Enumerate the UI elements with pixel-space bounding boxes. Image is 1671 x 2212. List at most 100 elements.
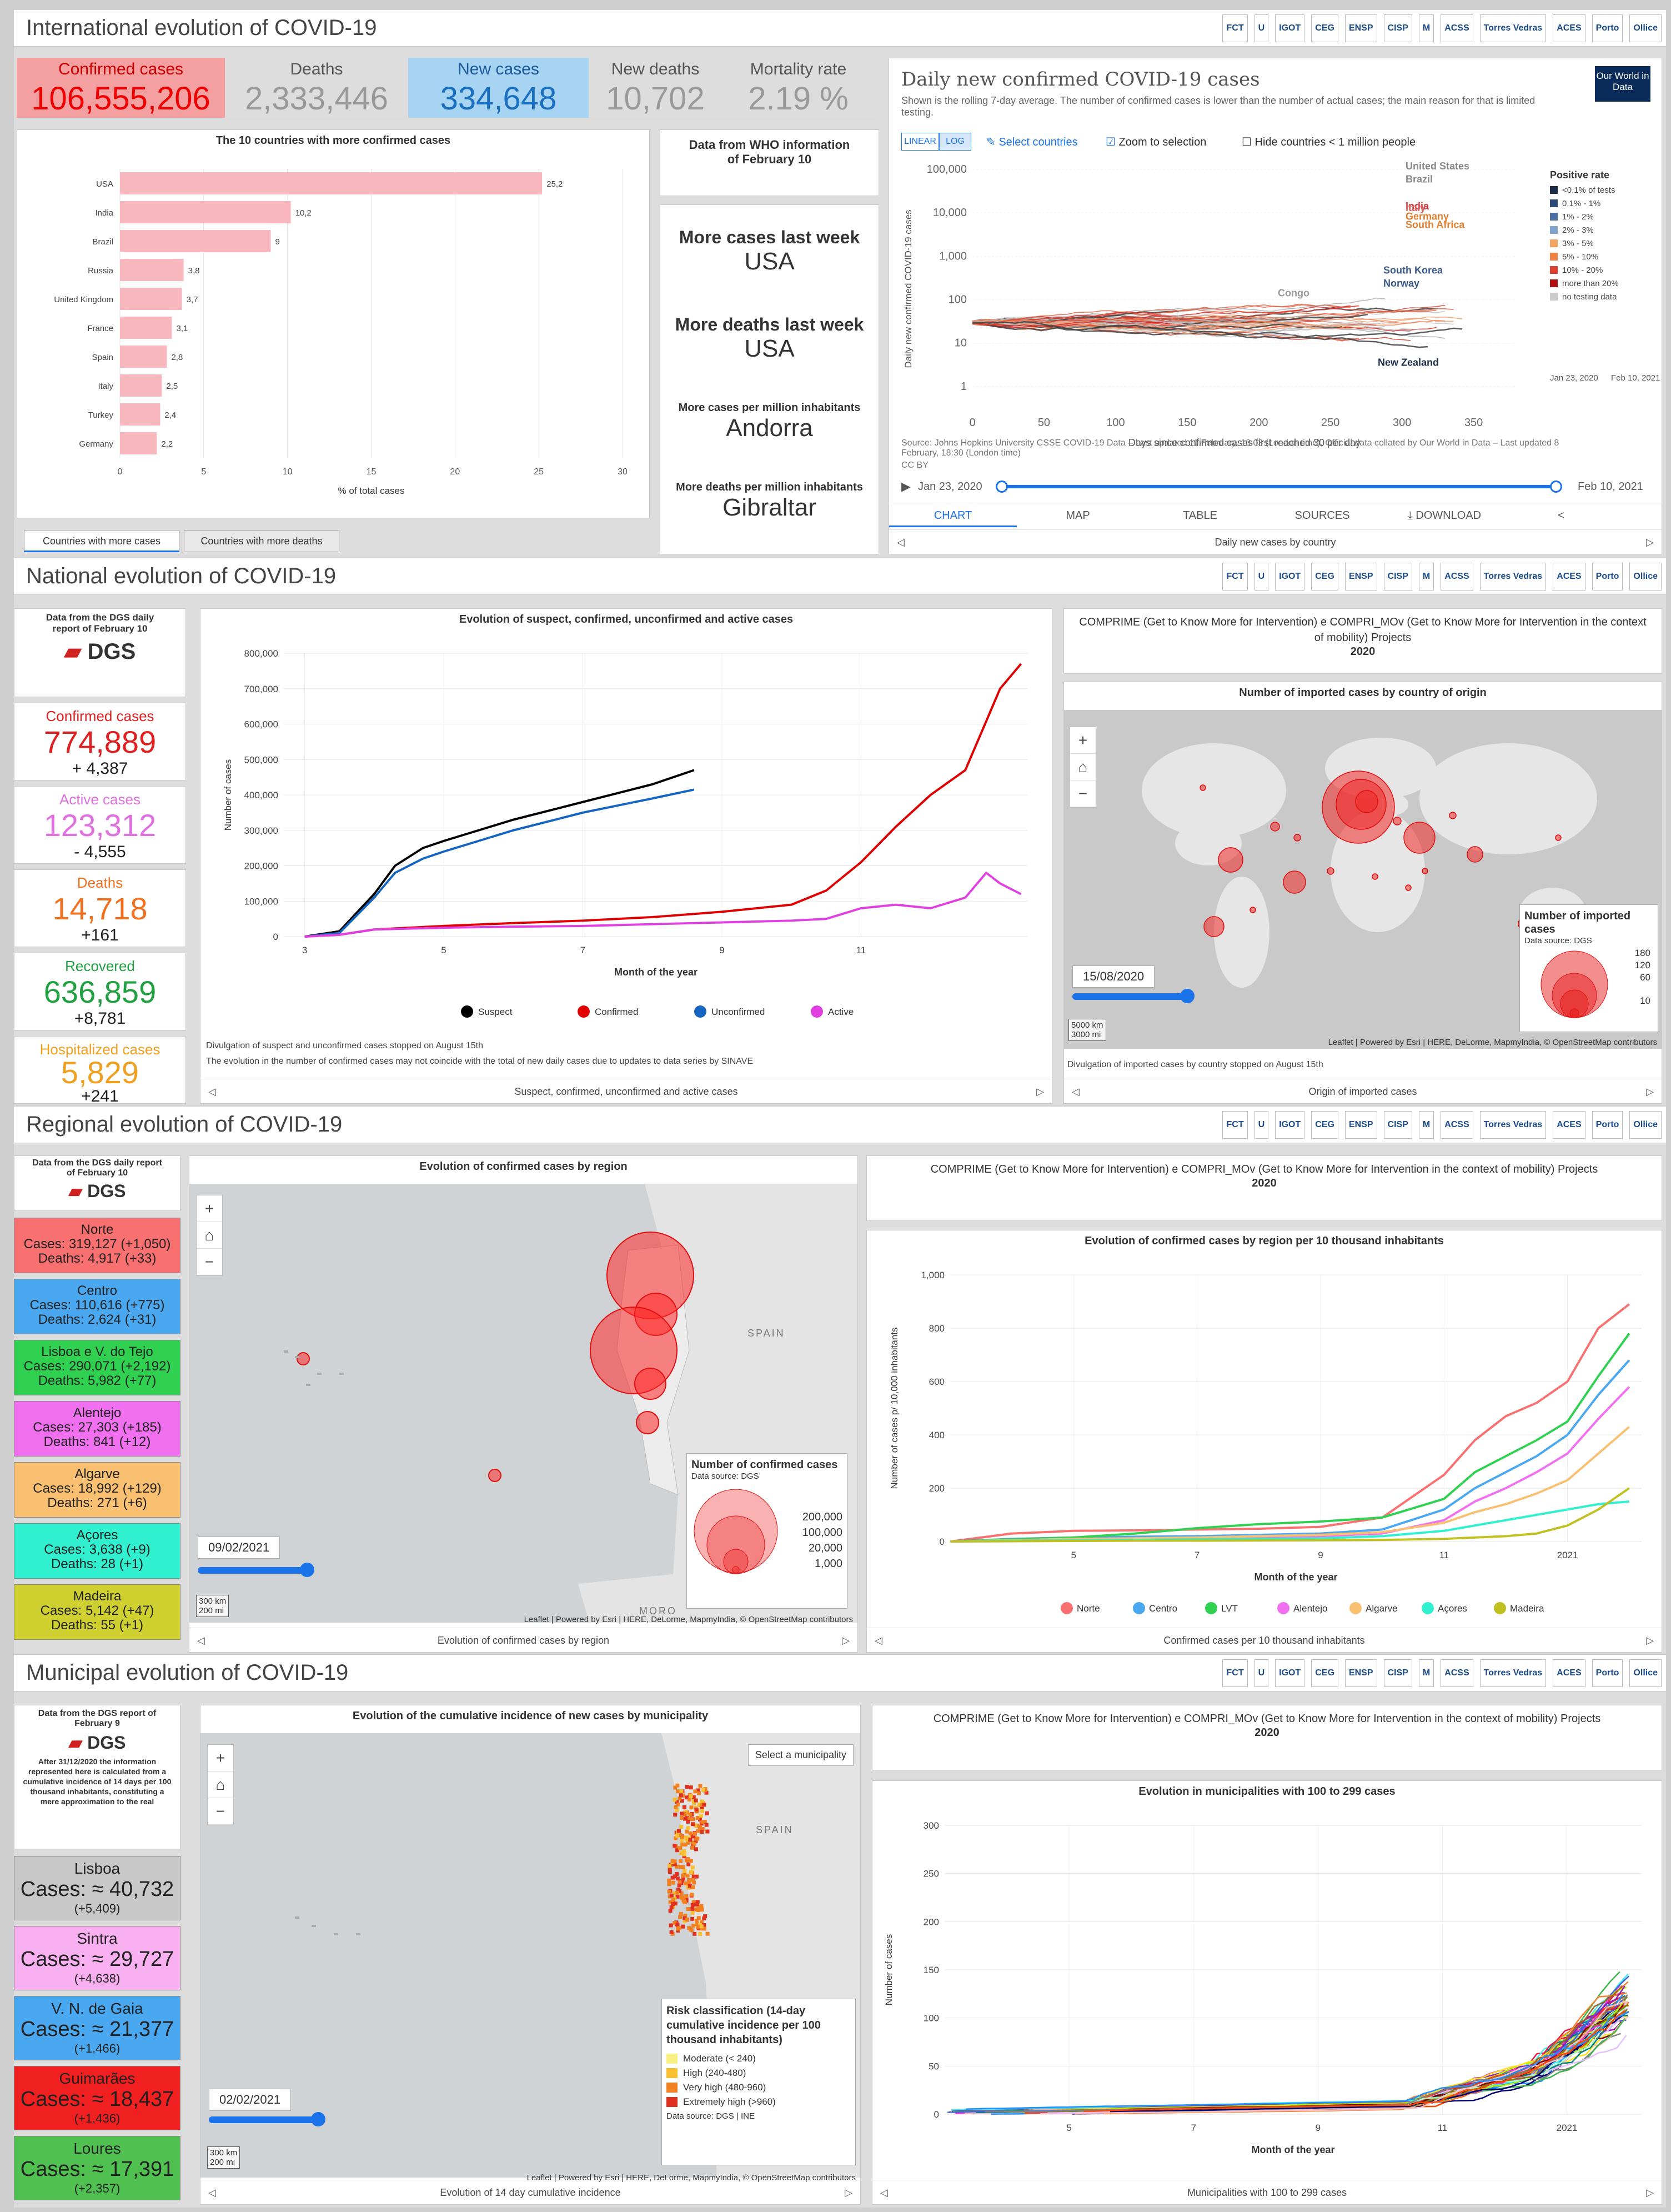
municipality-card[interactable]: Sintra Cases: ≈ 29,727 (+4,638)	[14, 1926, 180, 1990]
prev-arrow-icon[interactable]: ◁	[208, 1086, 216, 1097]
share-icon[interactable]: <	[1558, 509, 1564, 522]
prev-arrow-icon[interactable]: ◁	[208, 2187, 216, 2198]
category-label: Turkey	[88, 411, 114, 420]
select-municipality-button[interactable]: Select a municipality	[747, 1744, 854, 1766]
prev-arrow-icon[interactable]: ◁	[897, 537, 905, 548]
prev-arrow-icon[interactable]: ◁	[1072, 1086, 1080, 1097]
prev-arrow-icon[interactable]: ◁	[875, 1635, 882, 1646]
series-line	[950, 1426, 1630, 1543]
map-time-slider[interactable]	[1072, 989, 1195, 1003]
municipality-cases: Cases: ≈ 29,727	[20, 1948, 174, 1971]
zoom-out-icon[interactable]: −	[208, 1798, 233, 1825]
category-label: France	[87, 324, 113, 333]
download-label: DOWNLOAD	[1416, 509, 1482, 522]
panel-footer: ◁ Evolution of 14 day cumulative incidenc…	[200, 2180, 860, 2204]
municipality-line	[1104, 1992, 1627, 2115]
home-icon[interactable]: ⌂	[197, 1222, 222, 1249]
municipality-card[interactable]: V. N. de Gaia Cases: ≈ 21,377 (+1,466)	[14, 1996, 180, 2060]
slider-handle-end[interactable]	[1550, 481, 1562, 493]
map-attribution[interactable]: Leaflet | Powered by Esri | HERE, DeLorm…	[524, 1615, 853, 1624]
municipality-cell	[702, 1916, 706, 1920]
region-card[interactable]: Lisboa e V. do Tejo Cases: 290,071 (+2,19…	[14, 1340, 180, 1395]
play-button[interactable]: ▶	[901, 479, 911, 493]
time-range-slider[interactable]	[1000, 485, 1555, 488]
map-time-slider[interactable]	[198, 1563, 314, 1577]
tab-table[interactable]: TABLE	[1183, 509, 1217, 522]
next-arrow-icon[interactable]: ▷	[1646, 1635, 1654, 1646]
next-arrow-icon[interactable]: ▷	[1036, 1086, 1044, 1097]
zoom-out-icon[interactable]: −	[1070, 780, 1096, 807]
imported-map-panel: Number of imported cases by country of o…	[1063, 682, 1662, 1104]
torres-vedras-logo: Torres Vedras	[1479, 1659, 1547, 1687]
case-bubble	[1449, 812, 1457, 819]
bar-value-label: 3,1	[177, 324, 188, 333]
country-line	[972, 313, 1368, 332]
zoom-checkbox[interactable]: ☑ Zoom to selection	[1106, 135, 1206, 149]
legend-label: Algarve	[1366, 1603, 1398, 1614]
region-card[interactable]: Madeira Cases: 5,142 (+47) Deaths: 55 (+1)	[14, 1584, 180, 1640]
zoom-in-icon[interactable]: +	[197, 1195, 222, 1222]
cisp-logo: CISP	[1383, 563, 1412, 590]
municipality-cell	[679, 1793, 683, 1798]
municipality-cell	[694, 1836, 698, 1840]
region-card[interactable]: Norte Cases: 319,127 (+1,050) Deaths: 4,91…	[14, 1218, 180, 1273]
map-time-slider[interactable]	[209, 2112, 325, 2126]
municipality-card[interactable]: Lisboa Cases: ≈ 40,732 (+5,409)	[14, 1856, 180, 1920]
prev-arrow-icon[interactable]: ◁	[880, 2187, 888, 2198]
select-countries-link[interactable]: ✎ Select countries	[986, 135, 1078, 149]
tab-sources[interactable]: SOURCES	[1294, 509, 1350, 522]
linear-button[interactable]: LINEAR	[901, 133, 939, 151]
legend-label: 5% - 10%	[1562, 252, 1598, 262]
region-card[interactable]: Alentejo Cases: 27,303 (+185) Deaths: 841 …	[14, 1401, 180, 1457]
fact-label: More cases per million inhabitants	[678, 402, 861, 414]
tab-chart[interactable]: CHART	[889, 503, 1017, 527]
next-arrow-icon[interactable]: ▷	[842, 1635, 850, 1646]
municipality-line	[968, 2000, 1623, 2111]
municipality-cell	[670, 1859, 675, 1863]
chart-title: Evolution of suspect, confirmed, unconfi…	[459, 613, 794, 625]
tab-download[interactable]: ⤓ DOWNLOAD	[1383, 503, 1506, 527]
municipality-cell	[680, 1879, 684, 1883]
range-start: Jan 23, 2020	[918, 481, 982, 493]
tab-map[interactable]: MAP	[1066, 509, 1090, 522]
municipality-cell	[700, 1820, 705, 1824]
stat-value: 123,312	[43, 808, 157, 843]
region-card[interactable]: Algarve Cases: 18,992 (+129) Deaths: 271 (…	[14, 1462, 180, 1518]
municipality-cell	[704, 1790, 709, 1795]
region-card[interactable]: Açores Cases: 3,638 (+9) Deaths: 28 (+1)	[14, 1523, 180, 1579]
region-card[interactable]: Centro Cases: 110,616 (+775) Deaths: 2,624…	[14, 1279, 180, 1334]
legend-item: High (240-480)	[666, 2066, 851, 2080]
zoom-in-icon[interactable]: +	[1070, 727, 1096, 754]
bar	[120, 259, 184, 281]
series-line	[950, 1359, 1630, 1543]
municipality-card[interactable]: Guimarães Cases: ≈ 18,437 (+1,436)	[14, 2066, 180, 2130]
municipality-cell	[698, 1784, 702, 1788]
legend-value: 100,000	[802, 1527, 842, 1539]
zoom-in-icon[interactable]: +	[208, 1745, 233, 1771]
municipality-cell	[688, 1813, 693, 1817]
case-bubble	[1218, 847, 1243, 873]
municipality-card[interactable]: Loures Cases: ≈ 17,391 (+2,357)	[14, 2136, 180, 2200]
municipality-cell	[690, 1903, 695, 1908]
tab-countries-deaths[interactable]: Countries with more deaths	[184, 530, 339, 552]
legend-label: LVT	[1221, 1603, 1238, 1614]
home-icon[interactable]: ⌂	[1070, 754, 1096, 780]
tab-countries-cases[interactable]: Countries with more cases	[24, 530, 179, 552]
log-button[interactable]: LOG	[939, 133, 971, 151]
prev-arrow-icon[interactable]: ◁	[197, 1635, 205, 1646]
next-arrow-icon[interactable]: ▷	[1646, 1086, 1654, 1097]
municipality-cell	[692, 1801, 696, 1805]
municipality-cell	[705, 1811, 709, 1815]
pencil-icon: ✎	[986, 136, 999, 148]
bar	[120, 172, 543, 194]
home-icon[interactable]: ⌂	[208, 1771, 233, 1798]
island	[356, 1933, 360, 1935]
zoom-out-icon[interactable]: −	[197, 1249, 222, 1275]
map-attribution[interactable]: Leaflet | Powered by Esri | HERE, DeLorm…	[1328, 1038, 1657, 1047]
slider-handle-start[interactable]	[996, 481, 1008, 493]
next-arrow-icon[interactable]: ▷	[845, 2187, 852, 2198]
municipality-cell	[679, 1825, 684, 1829]
next-arrow-icon[interactable]: ▷	[1646, 537, 1654, 548]
next-arrow-icon[interactable]: ▷	[1646, 2187, 1654, 2198]
hide-countries-checkbox[interactable]: ☐ Hide countries < 1 million people	[1242, 135, 1416, 149]
